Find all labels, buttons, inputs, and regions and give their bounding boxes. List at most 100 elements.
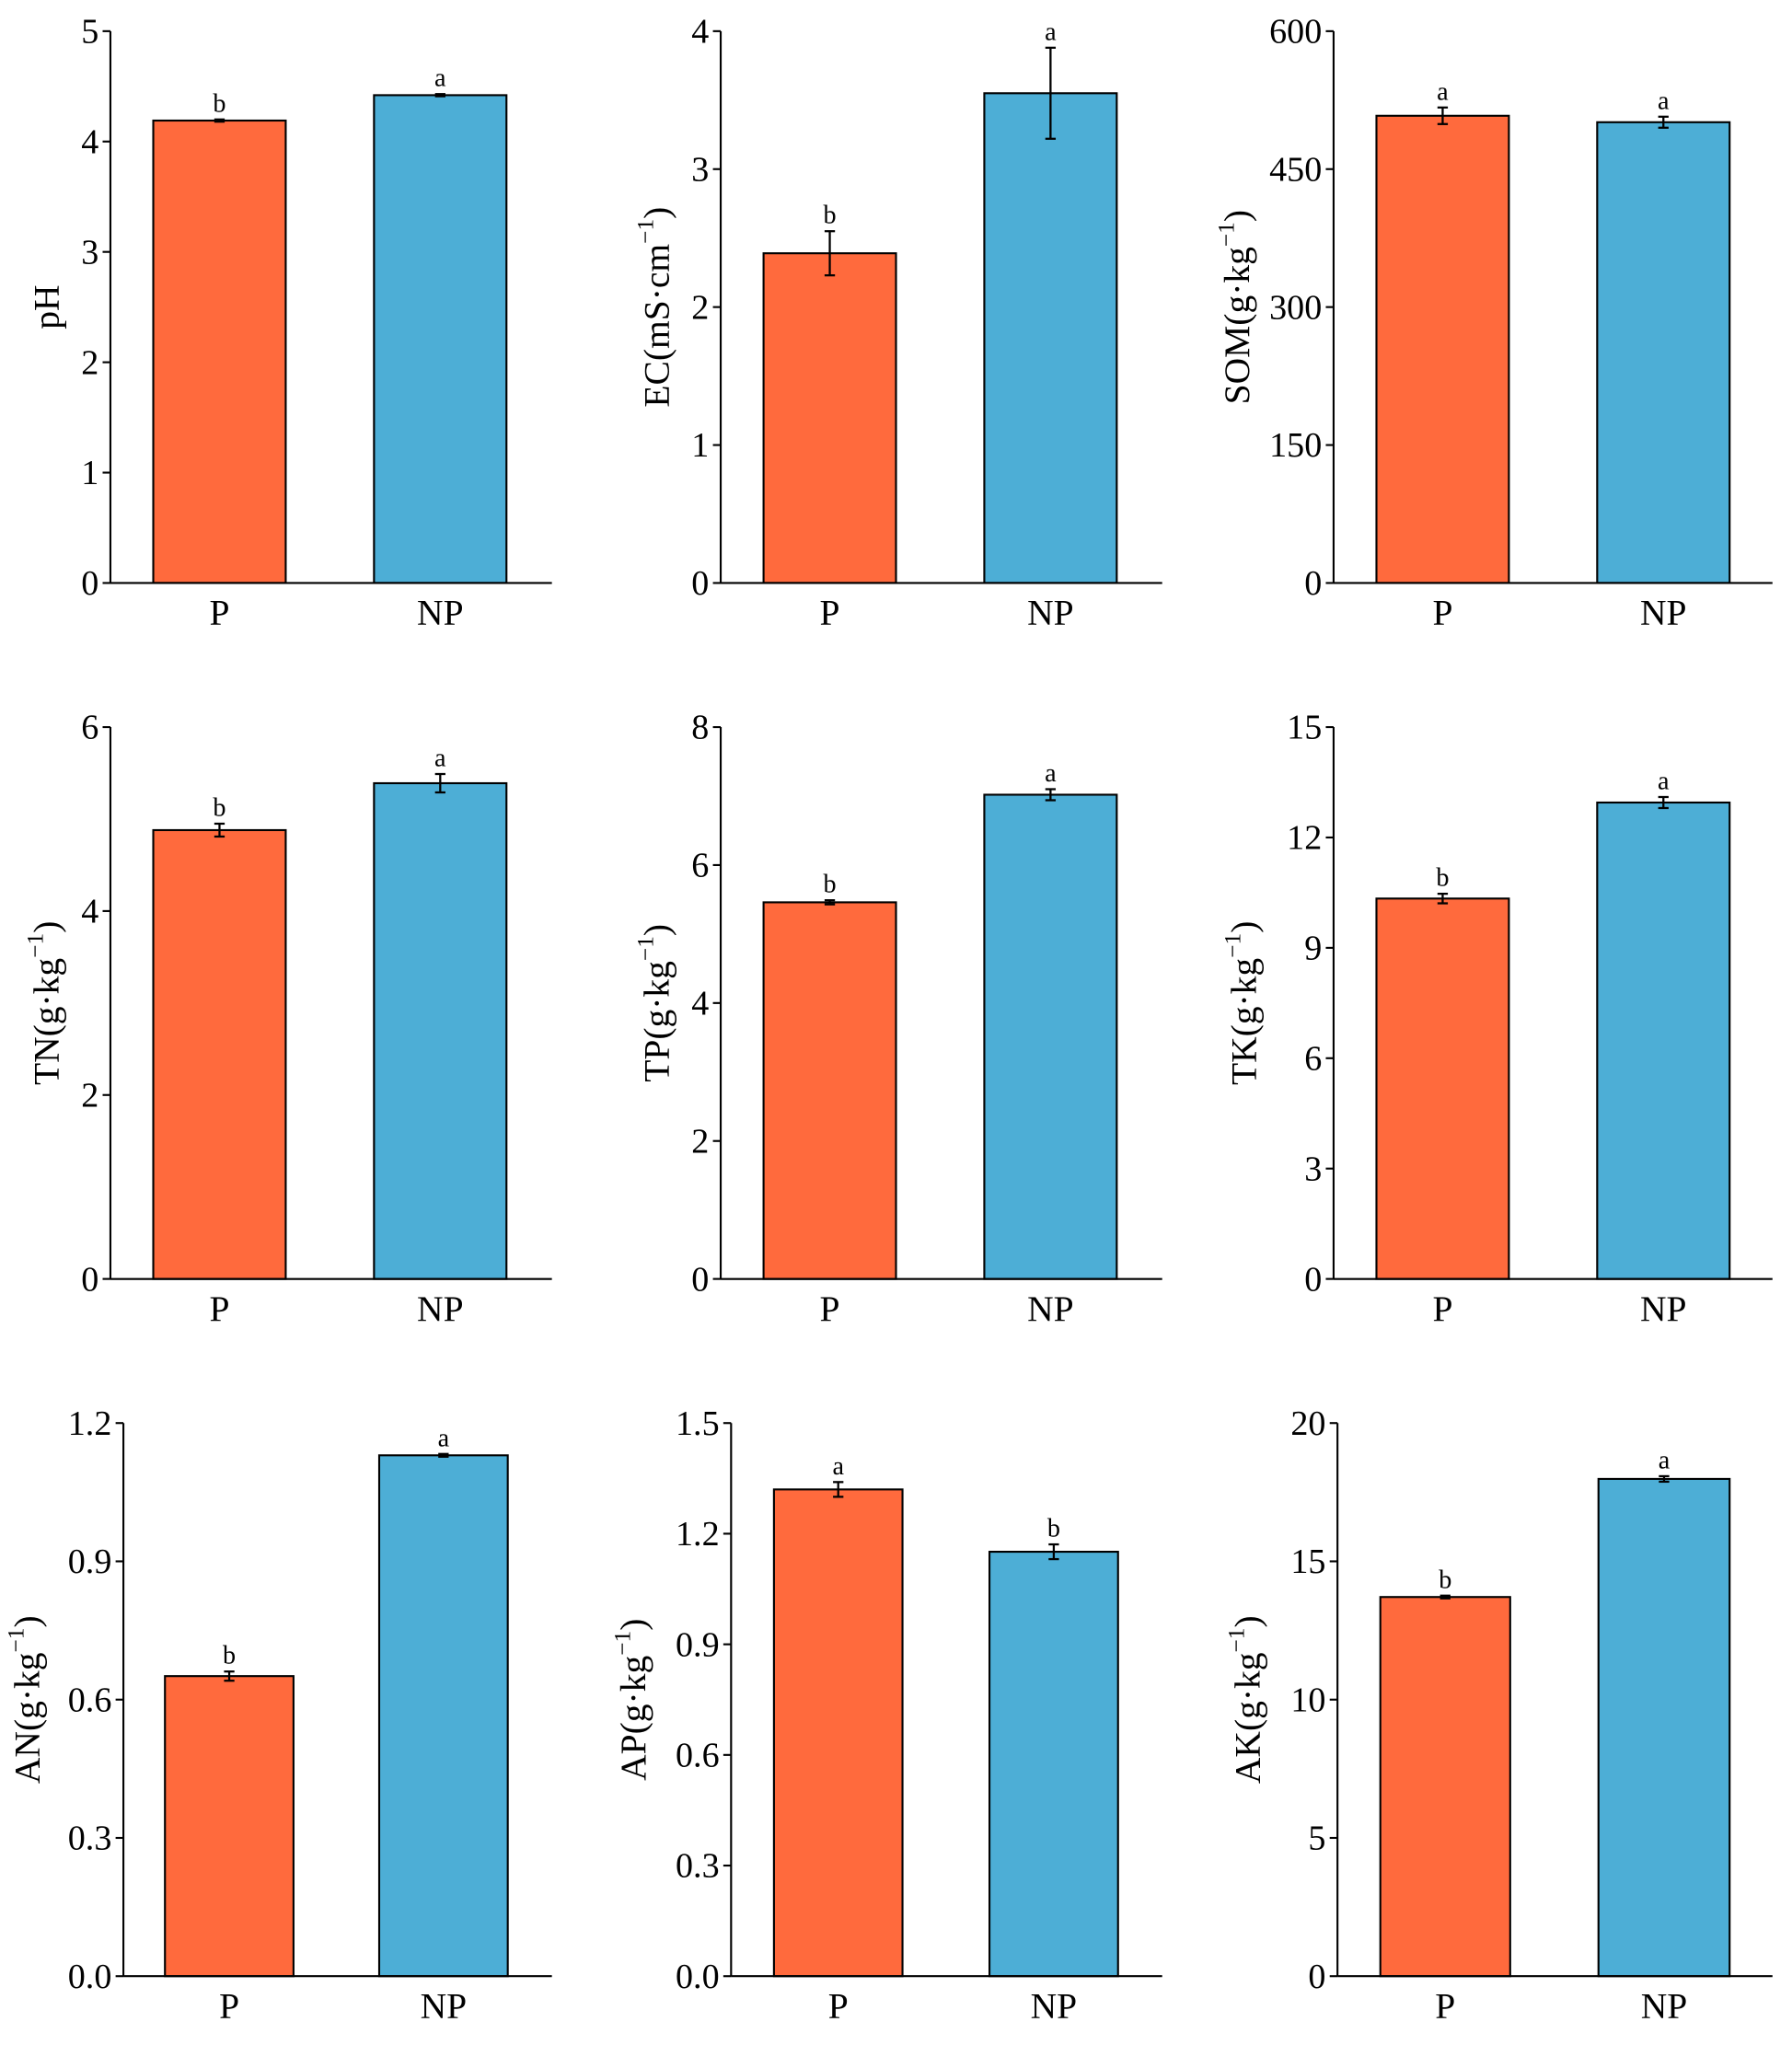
y-label-close: ) (1223, 921, 1264, 933)
panel-an: b Pa NP 0.0 0.3 0.6 0.9 1.2 AN(g·kg−1) (3, 1404, 552, 2026)
significance-letter: a (1045, 17, 1057, 46)
significance-letter: b (823, 871, 836, 899)
error-bar-NP (1658, 115, 1669, 129)
y-tick-label: 15 (1290, 1542, 1325, 1581)
significance-letter: b (1047, 1515, 1060, 1543)
significance-letter: a (1045, 759, 1057, 788)
bar-P (1375, 897, 1510, 1280)
y-tick-label: 2 (691, 288, 709, 327)
panel-ap: a Pb NP 0.0 0.3 0.6 0.9 1.2 1.5 AP(g·kg−1) (609, 1404, 1162, 2026)
bar-P (772, 1488, 904, 1978)
y-tick-label: 300 (1269, 288, 1322, 327)
bar-P (152, 119, 287, 584)
y-label-main: AN(g·kg (6, 1653, 47, 1785)
y-tick-label: 20 (1290, 1404, 1325, 1443)
y-axis-label: AK(g·kg−1) (1224, 1615, 1268, 1784)
y-tick-label: 0.0 (676, 1958, 720, 1996)
panel-tn: b Pa NP 0 2 4 6 TN(g·kg−1) (23, 709, 552, 1329)
bar-NP (983, 92, 1118, 584)
x-tick-label: NP (1027, 593, 1074, 633)
x-tick-label: NP (417, 1288, 464, 1329)
error-bar-P (224, 1670, 235, 1682)
y-tick-label: 450 (1269, 150, 1322, 189)
bar-NP (377, 1454, 509, 1978)
y-label-close: ) (613, 1619, 653, 1631)
x-tick-label: NP (1027, 1288, 1074, 1329)
x-tick-label: NP (1640, 593, 1687, 633)
significance-letter: b (213, 89, 225, 118)
panel-ak: b Pa NP 0 5 10 15 20 AK(g·kg−1) (1224, 1404, 1773, 2026)
y-tick-label: 12 (1287, 819, 1322, 858)
y-label-main: pH (27, 285, 67, 329)
y-tick-label: 0.3 (68, 1820, 112, 1858)
y-tick-label: 0 (81, 1260, 98, 1299)
y-tick-label: 0.6 (676, 1737, 720, 1775)
y-label-close: ) (6, 1615, 47, 1627)
y-tick-label: 6 (81, 709, 98, 747)
y-label-superscript: −1 (633, 936, 659, 961)
y-tick-label: 0.6 (68, 1681, 112, 1719)
bar-NP (1597, 1477, 1731, 1978)
y-label-main: AP(g·kg (613, 1656, 653, 1781)
y-tick-label: 0.9 (676, 1625, 720, 1664)
y-tick-label: 1 (691, 426, 709, 465)
y-tick-label: 8 (691, 709, 709, 747)
x-tick-label: NP (1640, 1288, 1687, 1329)
y-label-superscript: −1 (3, 1628, 29, 1653)
y-tick-label: 6 (1304, 1039, 1322, 1078)
error-bar-NP (1659, 1474, 1670, 1484)
y-tick-label: 1.2 (676, 1515, 720, 1554)
x-tick-label: P (219, 1985, 239, 2026)
y-tick-label: 4 (691, 13, 709, 52)
y-label-main: TN(g·kg (27, 958, 67, 1085)
y-tick-label: 4 (691, 985, 709, 1023)
y-label-superscript: −1 (1224, 1628, 1250, 1653)
significance-letter: b (1436, 864, 1449, 893)
significance-letter: a (1658, 87, 1670, 115)
bar-NP (988, 1551, 1119, 1978)
error-bar-P (824, 899, 836, 906)
y-label-main: SOM(g·kg (1217, 247, 1257, 404)
significance-letter: a (434, 745, 446, 773)
error-bar-P (1439, 1594, 1451, 1600)
error-bar-NP (1658, 795, 1669, 810)
bar-P (762, 252, 897, 584)
y-tick-label: 0 (691, 1260, 709, 1299)
panel-ec: b Pa NP 0 1 2 3 4 EC(mS·cm−1) (633, 13, 1162, 633)
y-tick-label: 0 (1308, 1958, 1325, 1996)
bar-NP (983, 793, 1118, 1280)
y-label-main: EC(mS·cm (637, 244, 677, 408)
y-tick-label: 5 (81, 13, 98, 52)
y-tick-label: 0.9 (68, 1542, 112, 1581)
error-bar-P (824, 230, 836, 277)
y-tick-label: 3 (691, 150, 709, 189)
y-label-main: AK(g·kg (1228, 1653, 1268, 1785)
y-tick-label: 0 (1304, 564, 1322, 603)
y-axis-label: TN(g·kg−1) (23, 921, 67, 1085)
panel-som: a Pa NP 0 150 300 450 600 SOM(g·kg−1) (1213, 13, 1773, 633)
x-tick-label: P (828, 1985, 849, 2026)
x-tick-label: P (1432, 1288, 1452, 1329)
error-bar-NP (438, 1452, 449, 1458)
y-tick-label: 15 (1287, 709, 1322, 747)
y-label-close: ) (637, 207, 677, 219)
significance-letter: b (223, 1642, 236, 1670)
y-tick-label: 6 (691, 847, 709, 885)
x-tick-label: NP (417, 593, 464, 633)
error-bar-NP (434, 93, 445, 98)
y-tick-label: 1.5 (676, 1404, 720, 1443)
y-tick-label: 3 (81, 233, 98, 272)
error-bar-P (833, 1481, 844, 1498)
error-bar-P (1437, 892, 1449, 905)
y-tick-label: 0.3 (676, 1847, 720, 1886)
panel-tp: b Pa NP 0 2 4 6 8 TP(g·kg−1) (633, 709, 1162, 1329)
significance-letter: b (213, 794, 225, 823)
significance-letter: a (1659, 1446, 1671, 1474)
y-tick-label: 150 (1269, 426, 1322, 465)
x-tick-label: P (820, 593, 840, 633)
y-tick-label: 4 (81, 122, 98, 161)
y-tick-label: 1.2 (68, 1404, 112, 1443)
y-axis-label: pH (27, 285, 67, 329)
y-tick-label: 4 (81, 893, 98, 931)
panel-ph: b Pa NP 0 1 2 3 4 5 pH (27, 13, 552, 633)
